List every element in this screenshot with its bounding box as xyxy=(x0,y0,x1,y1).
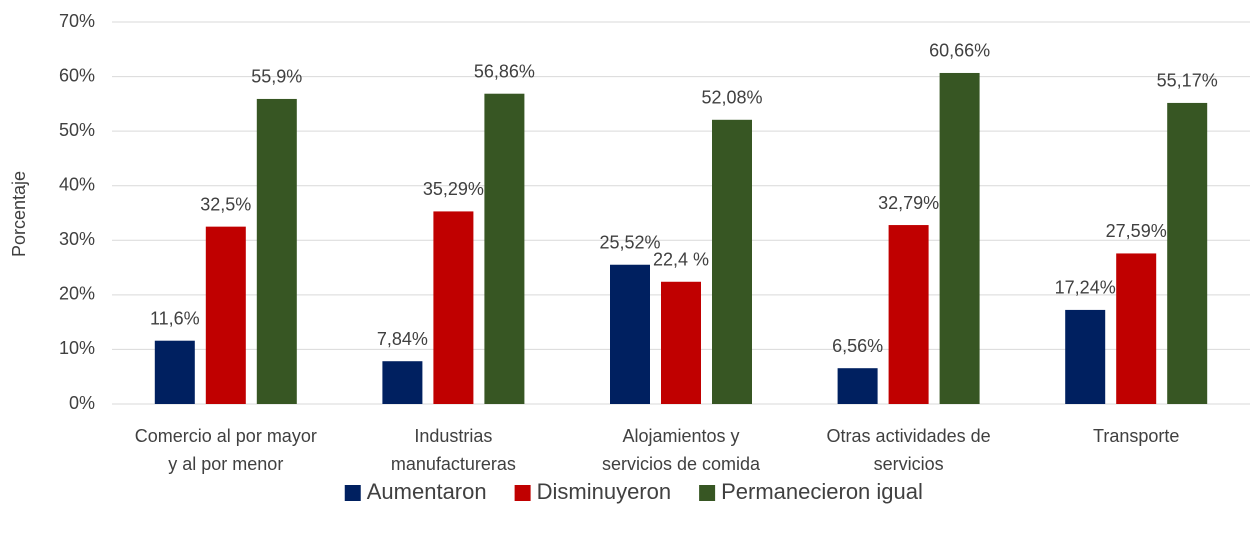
y-tick-label: 30% xyxy=(59,229,95,249)
value-label: 7,84% xyxy=(377,329,428,349)
legend-swatch xyxy=(699,485,716,501)
y-axis-label: Porcentaje xyxy=(9,171,29,257)
legend-label: Aumentaron xyxy=(367,479,487,504)
value-label: 55,9% xyxy=(251,67,302,87)
bar xyxy=(433,211,474,404)
bar xyxy=(382,361,423,404)
value-label: 6,56% xyxy=(832,336,883,356)
x-tick-label: Alojamientos y xyxy=(622,426,739,446)
value-label: 55,17% xyxy=(1157,71,1218,91)
bar xyxy=(1065,309,1106,404)
bar xyxy=(712,119,752,405)
bar xyxy=(939,72,980,404)
y-tick-label: 50% xyxy=(59,120,95,140)
y-tick-label: 10% xyxy=(59,338,95,358)
legend-swatch xyxy=(344,485,361,501)
x-tick-label: Otras actividades de xyxy=(827,426,991,446)
x-tick-label: y al por menor xyxy=(168,454,283,474)
x-tick-label: Industrias xyxy=(414,426,492,446)
x-tick-label: servicios de comida xyxy=(602,454,761,474)
bar xyxy=(837,368,878,404)
bar xyxy=(888,225,929,404)
y-tick-label: 40% xyxy=(59,174,95,194)
y-tick-label: 60% xyxy=(59,65,95,85)
bar xyxy=(1167,102,1208,404)
value-label: 35,29% xyxy=(423,179,484,199)
value-label: 60,66% xyxy=(929,41,990,61)
legend-label: Permanecieron igual xyxy=(721,479,923,504)
bar xyxy=(661,281,701,404)
y-tick-label: 20% xyxy=(59,284,95,304)
y-tick-label: 0% xyxy=(69,393,95,413)
y-tick-label: 70% xyxy=(59,11,95,31)
value-label: 32,79% xyxy=(878,193,939,213)
value-label: 22,4 % xyxy=(653,250,709,270)
x-tick-label: servicios xyxy=(874,454,944,474)
x-tick-label: Comercio al por mayor xyxy=(135,426,317,446)
x-tick-label: Transporte xyxy=(1093,426,1179,446)
x-tick-label: manufactureras xyxy=(391,454,516,474)
legend-label: Disminuyeron xyxy=(537,479,672,504)
bar xyxy=(1116,253,1157,404)
bar xyxy=(154,340,195,404)
bar xyxy=(484,93,525,405)
value-label: 11,6% xyxy=(150,308,200,328)
value-label: 32,5% xyxy=(200,194,251,214)
value-label: 25,52% xyxy=(599,232,660,252)
value-label: 17,24% xyxy=(1055,278,1116,298)
legend-swatch xyxy=(514,485,531,501)
bar xyxy=(610,264,650,404)
value-label: 56,86% xyxy=(474,61,535,81)
value-label: 52,08% xyxy=(701,88,762,108)
bar xyxy=(205,226,246,404)
bar xyxy=(256,98,297,405)
value-label: 27,59% xyxy=(1106,221,1167,241)
